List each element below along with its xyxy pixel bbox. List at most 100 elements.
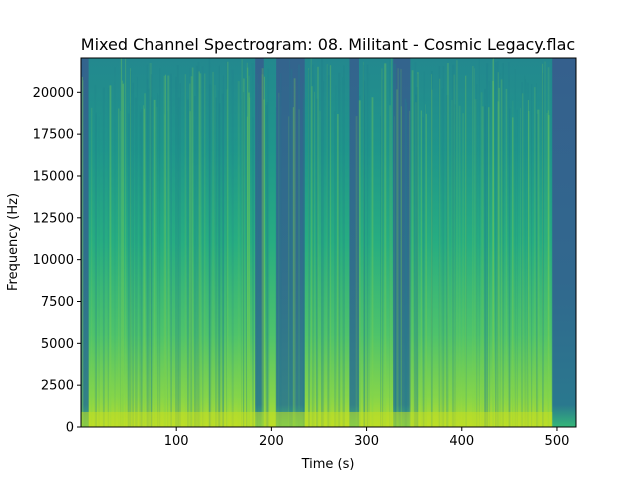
- texture-streak: [151, 97, 153, 427]
- texture-streak: [293, 78, 296, 427]
- texture-streak: [201, 66, 204, 427]
- texture-streak: [139, 105, 141, 427]
- texture-streak: [368, 73, 370, 427]
- texture-streak: [520, 107, 521, 427]
- texture-streak: [478, 59, 480, 427]
- texture-streak: [212, 71, 214, 427]
- y-tick-label: 7500: [41, 295, 74, 310]
- texture-streak: [451, 100, 453, 427]
- texture-streak: [94, 84, 97, 427]
- texture-streak: [514, 69, 516, 427]
- texture-streak: [453, 74, 456, 427]
- texture-streak: [122, 83, 124, 427]
- texture-streak: [484, 105, 486, 427]
- texture-streak: [396, 89, 398, 427]
- texture-streak: [164, 74, 166, 427]
- x-axis: 100 200 300 400 500: [164, 427, 569, 449]
- texture-streak: [150, 64, 152, 427]
- texture-streak: [458, 105, 461, 427]
- texture-streak: [484, 88, 486, 427]
- texture-streak: [226, 61, 227, 427]
- texture-streak: [406, 102, 408, 427]
- texture-streak: [179, 83, 181, 427]
- texture-streak: [95, 112, 97, 427]
- texture-streak: [364, 94, 365, 427]
- texture-streak: [144, 93, 146, 427]
- texture-streak: [156, 106, 158, 427]
- texture-streak: [149, 62, 152, 427]
- chart-title: Mixed Channel Spectrogram: 08. Militant …: [81, 35, 575, 54]
- low-frequency-band: [81, 411, 553, 427]
- texture-streak: [241, 59, 244, 427]
- texture-streak: [136, 76, 138, 427]
- plot-area: [81, 58, 576, 427]
- texture-streak: [474, 99, 477, 427]
- texture-streak: [456, 60, 458, 427]
- texture-streak: [218, 66, 220, 427]
- texture-streak: [204, 73, 206, 427]
- texture-streak: [209, 84, 212, 427]
- texture-streak: [327, 65, 329, 427]
- y-tick-label: 10000: [33, 253, 74, 268]
- texture-streak: [496, 61, 499, 427]
- texture-streak: [542, 72, 544, 427]
- texture-streak: [302, 83, 304, 427]
- texture-streak: [446, 95, 449, 427]
- texture-streak: [319, 110, 321, 427]
- texture-streak: [439, 78, 441, 427]
- texture-streak: [499, 72, 501, 427]
- texture-streak: [313, 74, 315, 427]
- texture-streak: [548, 115, 550, 427]
- texture-streak: [446, 63, 449, 427]
- texture-streak: [308, 69, 311, 427]
- texture-streak: [497, 101, 500, 427]
- texture-streak: [524, 75, 526, 427]
- texture-streak: [536, 113, 539, 427]
- texture-streak: [308, 68, 309, 427]
- texture-streak: [177, 97, 180, 427]
- texture-streak: [90, 107, 93, 427]
- texture-streak: [399, 69, 403, 427]
- texture-streak: [371, 97, 374, 427]
- texture-streak: [189, 68, 192, 427]
- texture-streak: [95, 114, 97, 427]
- texture-streak: [130, 68, 131, 427]
- texture-streak: [226, 89, 228, 427]
- texture-streak: [431, 74, 432, 427]
- texture-streak: [454, 104, 456, 427]
- texture-streak: [195, 65, 198, 427]
- texture-streak: [334, 111, 336, 427]
- texture-streak: [417, 72, 419, 427]
- texture-streak: [382, 79, 384, 427]
- y-tick-label: 15000: [33, 169, 74, 184]
- texture-streak: [265, 104, 268, 427]
- texture-streak: [241, 99, 242, 427]
- texture-streak: [109, 85, 112, 427]
- texture-streak: [288, 116, 290, 427]
- texture-streak: [404, 98, 407, 427]
- texture-streak: [495, 62, 497, 427]
- texture-streak: [337, 114, 339, 427]
- texture-streak: [335, 85, 337, 427]
- texture-streak: [218, 103, 221, 427]
- texture-streak: [150, 74, 153, 427]
- y-tick-label: 0: [66, 421, 74, 436]
- quiet-region: [81, 58, 89, 427]
- quiet-region: [552, 58, 576, 427]
- texture-streak: [256, 83, 259, 427]
- texture-streak: [189, 111, 191, 427]
- texture-streak: [252, 117, 254, 427]
- texture-streak: [148, 88, 150, 427]
- texture-streak: [408, 110, 411, 427]
- texture-streak: [176, 65, 179, 427]
- texture-streak: [158, 95, 160, 427]
- texture-streak: [140, 109, 143, 427]
- texture-streak: [512, 100, 514, 427]
- texture-streak: [380, 68, 383, 427]
- texture-streak: [297, 64, 300, 427]
- texture-streak: [349, 61, 351, 427]
- texture-streak: [534, 87, 536, 427]
- quiet-region: [255, 58, 264, 427]
- texture-streak: [528, 110, 530, 427]
- texture-streak: [292, 107, 295, 427]
